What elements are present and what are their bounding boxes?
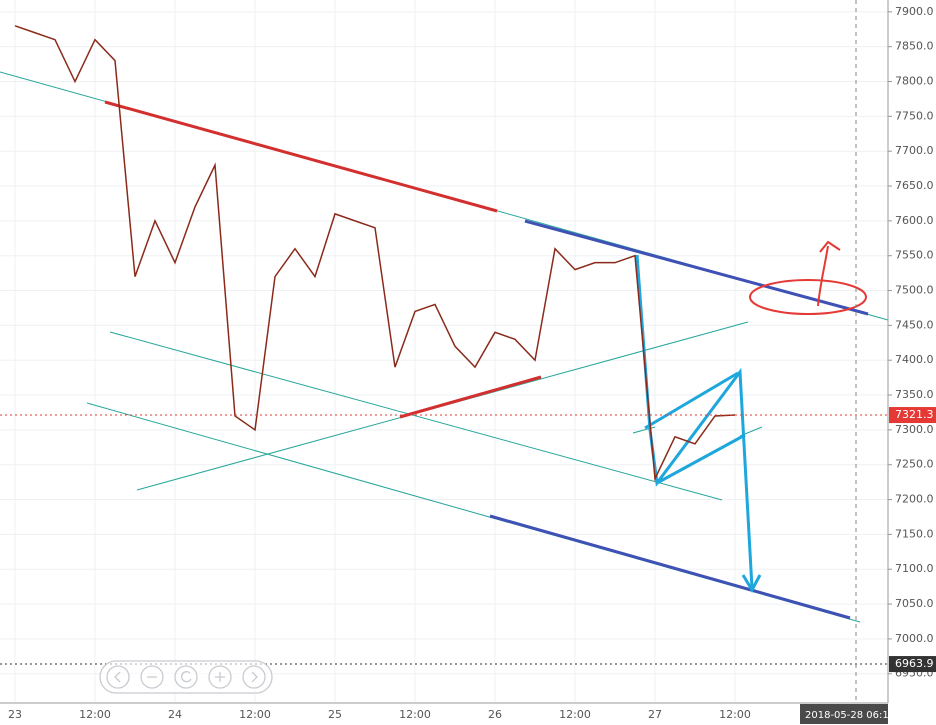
price-marker-box (889, 656, 936, 673)
y-tick-label: 7800.0 (895, 75, 934, 88)
y-tick-label: 7100.0 (895, 562, 934, 575)
zoom-controls (99, 660, 273, 694)
channel-line (489, 514, 851, 620)
icon (114, 671, 121, 683)
y-tick-label: 7200.0 (895, 493, 934, 506)
breakout-arrow (817, 245, 829, 307)
price-marker-label: 7321.3 (895, 408, 934, 421)
x-tick-label: 12:00 (559, 708, 591, 721)
support-line (399, 375, 542, 419)
x-tick-label: 12:00 (399, 708, 431, 721)
y-tick-label: 7000.0 (895, 632, 934, 645)
scroll-right-button[interactable] (242, 665, 266, 689)
price-axis (888, 0, 936, 725)
icon (181, 671, 192, 683)
drawings (0, 71, 889, 623)
reset-button[interactable] (174, 665, 198, 689)
resistance-line (104, 100, 498, 213)
y-tick-label: 7500.0 (895, 284, 934, 297)
y-tick-label: 7250.0 (895, 458, 934, 471)
arrow-head (819, 240, 841, 253)
y-tick-label: 7050.0 (895, 597, 934, 610)
y-tick-label: 7700.0 (895, 144, 934, 157)
price-marker-box (889, 407, 936, 424)
y-tick-label: 7550.0 (895, 249, 934, 262)
highlight-ellipse (749, 279, 867, 315)
x-tick-label: 12:00 (239, 708, 271, 721)
x-tick-label: 25 (328, 708, 342, 721)
y-tick-label: 7300.0 (895, 423, 934, 436)
trend-line (109, 331, 723, 501)
zoom-out-button[interactable] (140, 665, 164, 689)
scroll-left-button[interactable] (106, 665, 130, 689)
y-tick-label: 7150.0 (895, 527, 934, 540)
price-plot (14, 25, 736, 482)
y-tick-label: 7850.0 (895, 40, 934, 53)
x-tick-label: 27 (648, 708, 662, 721)
zoom-in-button[interactable] (208, 665, 232, 689)
y-tick-label: 7650.0 (895, 179, 934, 192)
flag-line (656, 433, 746, 485)
icon (251, 671, 258, 683)
y-tick-label: 7900.0 (895, 5, 934, 18)
y-tick-label: 7450.0 (895, 318, 934, 331)
y-tick-label: 7400.0 (895, 353, 934, 366)
x-tick-label: 12:00 (79, 708, 111, 721)
crosshair-time: 2018-05-28 06:10 (805, 710, 895, 721)
price-line (14, 25, 736, 482)
icon (215, 672, 225, 682)
grid (0, 0, 888, 703)
flag-line (644, 371, 739, 430)
time-axis (0, 703, 888, 725)
zoom-panel (99, 660, 273, 694)
y-tick-label: 7350.0 (895, 388, 934, 401)
crosshair-time-box (800, 704, 888, 724)
price-marker-label: 6963.9 (895, 657, 934, 670)
x-tick-label: 24 (168, 708, 182, 721)
x-tick-label: 12:00 (719, 708, 751, 721)
channel-line (524, 219, 869, 316)
x-tick-label: 23 (8, 708, 22, 721)
y-tick-label: 7750.0 (895, 109, 934, 122)
x-tick-label: 26 (488, 708, 502, 721)
arrow-head (741, 574, 762, 594)
y-tick-label: 7600.0 (895, 214, 934, 227)
